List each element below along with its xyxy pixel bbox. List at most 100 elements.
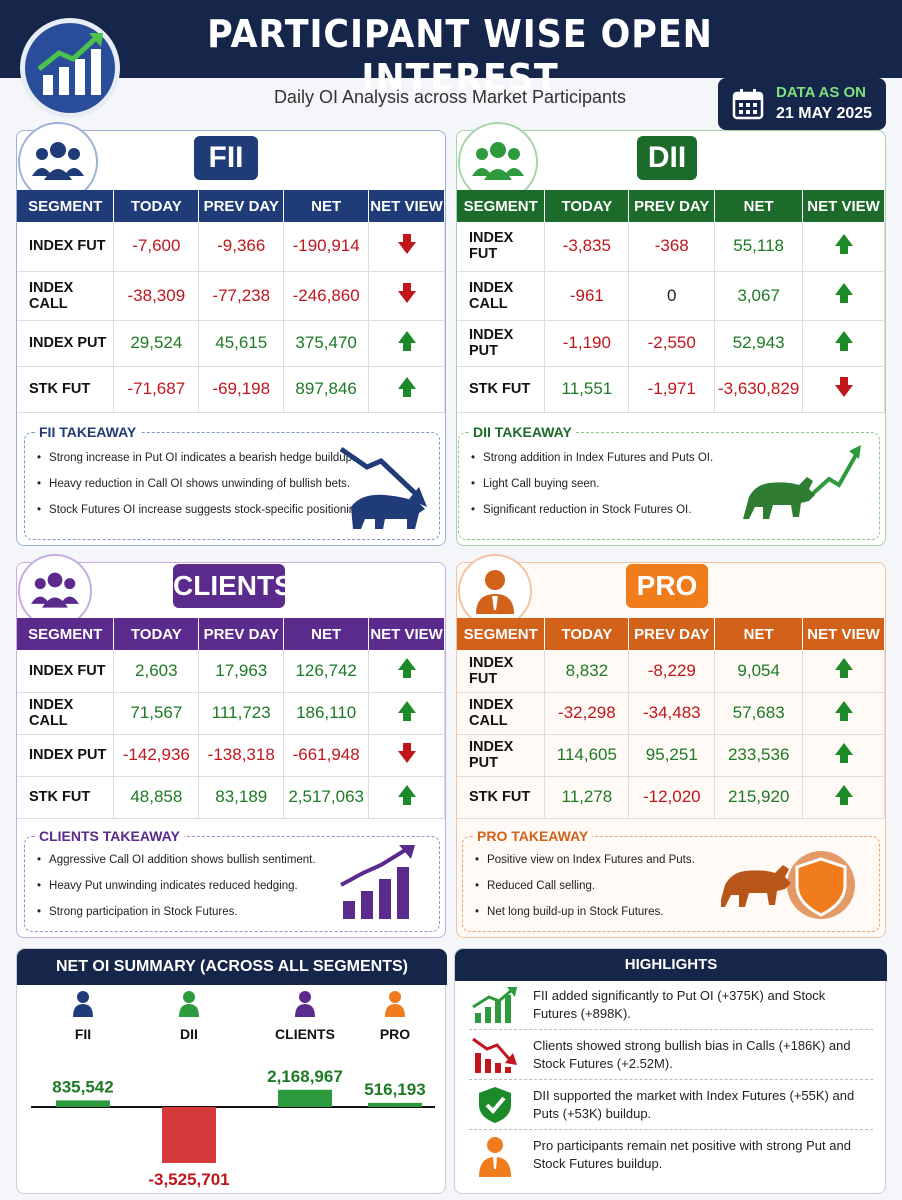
today-cell: -961 (544, 271, 630, 321)
list-item: Significant reduction in Stock Futures O… (471, 497, 713, 523)
value-label: 2,168,967 (267, 1067, 343, 1086)
segment-cell: INDEX FUT (457, 222, 546, 272)
prev-cell: -12,020 (628, 776, 716, 819)
category-label: CLIENTS (275, 1026, 335, 1042)
table-row: INDEX CALL -32,298 -34,483 57,683 (457, 692, 885, 735)
segment-cell: INDEX PUT (17, 320, 115, 367)
arrow-down-icon (368, 734, 445, 777)
net-cell: -246,860 (283, 271, 370, 321)
category-label: DII (180, 1026, 198, 1042)
net-oi-summary-panel: NET OI SUMMARY (ACROSS ALL SEGMENTS) FII… (16, 948, 447, 1194)
highlights-panel: HIGHLIGHTS FII added significantly to Pu… (454, 948, 887, 1194)
segment-cell: INDEX CALL (457, 692, 546, 735)
dii-title: DII (637, 136, 697, 180)
today-cell: -7,600 (113, 222, 200, 272)
col-prev: PREV DAY (628, 190, 716, 222)
prev-cell: 95,251 (628, 734, 716, 777)
arrow-up-icon (368, 320, 445, 367)
table-row: INDEX PUT -142,936 -138,318 -661,948 (17, 734, 445, 777)
prev-cell: -368 (628, 222, 716, 272)
arrow-down-icon (368, 222, 445, 272)
person-icon (385, 991, 405, 1017)
segment-cell: INDEX FUT (17, 650, 115, 693)
clients-table: SEGMENT TODAY PREV DAY NET NET VIEW INDE… (17, 618, 445, 819)
data-date-box: DATA AS ON 21 MAY 2025 (718, 78, 886, 130)
prev-cell: -77,238 (198, 271, 285, 321)
net-cell: -661,948 (283, 734, 370, 777)
page-title: PARTICIPANT WISE OPEN INTEREST (207, 12, 713, 100)
net-cell: 3,067 (714, 271, 804, 321)
segment-cell: INDEX CALL (457, 271, 546, 321)
arrow-up-icon (802, 776, 885, 819)
net-cell: 233,536 (714, 734, 804, 777)
bull-shield-icon (721, 851, 855, 919)
category-label: FII (75, 1026, 91, 1042)
segment-cell: STK FUT (17, 776, 115, 819)
table-row: STK FUT -71,687 -69,198 897,846 (17, 366, 445, 413)
bull-icon (743, 445, 861, 519)
prev-cell: 45,615 (198, 320, 285, 367)
arrow-up-icon (802, 692, 885, 735)
col-net: NET (714, 618, 804, 650)
arrow-up-icon (802, 271, 885, 321)
net-cell: 897,846 (283, 366, 370, 413)
prev-cell: -2,550 (628, 320, 716, 367)
dii-takeaway-title: DII TAKEAWAY (469, 424, 576, 440)
value-label: -3,525,701 (148, 1170, 229, 1189)
shield-check-icon (479, 1087, 511, 1123)
col-segment: SEGMENT (457, 618, 546, 650)
prev-cell: -1,971 (628, 366, 716, 413)
col-segment: SEGMENT (457, 190, 546, 222)
net-cell: -3,630,829 (714, 366, 804, 413)
table-row: INDEX FUT -3,835 -368 55,118 (457, 222, 885, 272)
pro-table: SEGMENT TODAY PREV DAY NET NET VIEW INDE… (457, 618, 885, 819)
net-cell: 9,054 (714, 650, 804, 693)
arrow-up-icon (368, 776, 445, 819)
net-cell: 186,110 (283, 692, 370, 735)
arrow-up-icon (368, 366, 445, 413)
today-cell: -1,190 (544, 320, 630, 367)
highlight-item: Pro participants remain net positive wit… (533, 1138, 851, 1171)
net-cell: 375,470 (283, 320, 370, 367)
table-row: INDEX FUT 8,832 -8,229 9,054 (457, 650, 885, 693)
person-icon (479, 1137, 511, 1177)
arrow-up-icon (368, 692, 445, 735)
pro-takeaway-title: PRO TAKEAWAY (473, 828, 593, 844)
highlight-item: DII supported the market with Index Futu… (533, 1088, 855, 1121)
date-value: 21 MAY 2025 (776, 105, 873, 122)
page-subtitle: Daily OI Analysis across Market Particip… (273, 87, 627, 107)
fii-takeaway: FII TAKEAWAY Strong increase in Put OI i… (24, 424, 440, 540)
table-row: STK FUT 11,551 -1,971 -3,630,829 (457, 366, 885, 413)
divider (469, 1079, 873, 1080)
bar (162, 1107, 216, 1163)
table-row: INDEX PUT 114,605 95,251 233,536 (457, 734, 885, 777)
summary-title: NET OI SUMMARY (ACROSS ALL SEGMENTS) (17, 949, 447, 985)
pro-person-icon (458, 554, 532, 628)
list-item: Heavy Put unwinding indicates reduced he… (37, 873, 316, 899)
chart-down-icon (472, 1037, 517, 1073)
prev-cell: 17,963 (198, 650, 285, 693)
list-item: Net long build-up in Stock Futures. (475, 899, 695, 925)
segment-cell: INDEX CALL (17, 692, 115, 735)
table-row: INDEX CALL -38,309 -77,238 -246,860 (17, 271, 445, 321)
today-cell: 29,524 (113, 320, 200, 367)
arrow-down-icon (802, 366, 885, 413)
net-cell: 57,683 (714, 692, 804, 735)
list-item: Reduced Call selling. (475, 873, 695, 899)
today-cell: 48,858 (113, 776, 200, 819)
table-row: STK FUT 48,858 83,189 2,517,063 (17, 776, 445, 819)
col-prev: PREV DAY (198, 190, 285, 222)
list-item: Positive view on Index Futures and Puts. (475, 847, 695, 873)
list-item: Strong participation in Stock Futures. (37, 899, 316, 925)
net-cell: 2,517,063 (283, 776, 370, 819)
today-cell: 11,551 (544, 366, 630, 413)
list-item: Strong addition in Index Futures and Put… (471, 445, 713, 471)
clients-group-icon (18, 554, 92, 628)
today-cell: -32,298 (544, 692, 630, 735)
net-cell: 55,118 (714, 222, 804, 272)
dii-takeaway: DII TAKEAWAY Strong addition in Index Fu… (458, 424, 880, 540)
bar (368, 1102, 422, 1107)
fii-table: SEGMENT TODAY PREV DAY NET NET VIEW INDE… (17, 190, 445, 413)
bear-icon (339, 446, 427, 529)
growth-chart-logo-icon (20, 18, 120, 118)
